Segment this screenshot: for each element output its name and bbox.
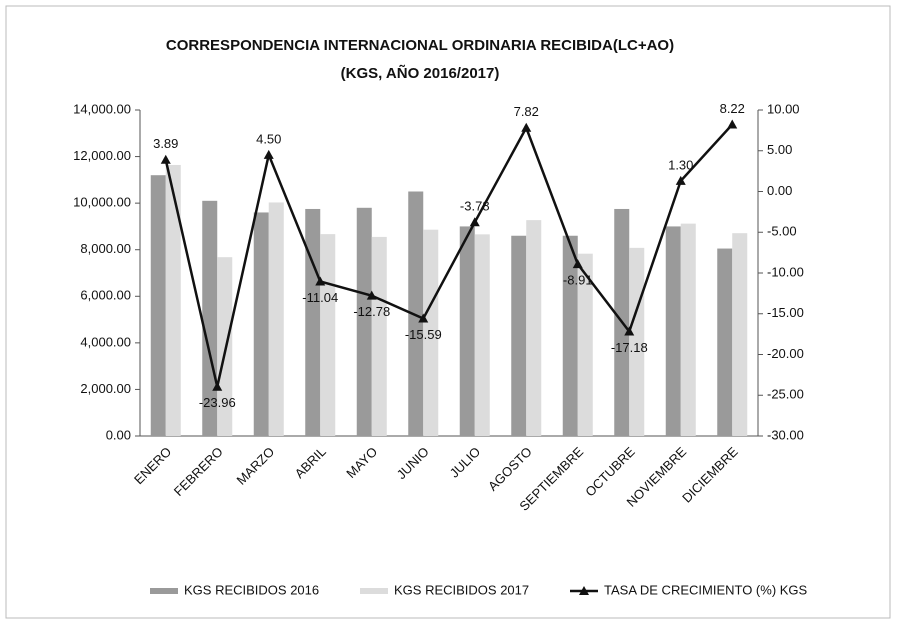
line-marker bbox=[521, 122, 532, 132]
bar bbox=[217, 257, 233, 436]
y2-tick-label: -15.00 bbox=[767, 305, 804, 320]
bar bbox=[423, 229, 439, 436]
y2-tick-label: 0.00 bbox=[767, 183, 792, 198]
data-label: -8.91 bbox=[563, 273, 593, 288]
bar bbox=[732, 233, 748, 436]
data-label: -17.18 bbox=[611, 340, 648, 355]
line-marker bbox=[624, 326, 635, 336]
line-marker bbox=[263, 149, 274, 159]
y2-tick-label: 10.00 bbox=[767, 101, 800, 116]
y2-tick-label: -20.00 bbox=[767, 346, 804, 361]
y-tick-label: 0.00 bbox=[106, 427, 131, 442]
data-label: -23.96 bbox=[199, 395, 236, 410]
y-tick-label: 8,000.00 bbox=[80, 241, 131, 256]
data-label: -12.78 bbox=[353, 304, 390, 319]
data-label: 8.22 bbox=[720, 101, 745, 116]
bar bbox=[165, 164, 181, 436]
bar bbox=[474, 234, 490, 436]
line-marker bbox=[366, 290, 377, 300]
line-marker bbox=[727, 119, 738, 129]
y2-tick-label: 5.00 bbox=[767, 142, 792, 157]
data-label: -15.59 bbox=[405, 327, 442, 342]
bar bbox=[150, 175, 166, 436]
bar bbox=[305, 208, 321, 436]
data-label: -3.78 bbox=[460, 199, 490, 214]
data-label: 1.30 bbox=[668, 157, 693, 172]
bar bbox=[577, 253, 593, 436]
y-tick-label: 6,000.00 bbox=[80, 288, 131, 303]
y-tick-label: 14,000.00 bbox=[73, 101, 131, 116]
line-marker bbox=[469, 217, 480, 227]
chart-title: CORRESPONDENCIA INTERNACIONAL ORDINARIA … bbox=[166, 37, 674, 54]
chart-subtitle: (KGS, AÑO 2016/2017) bbox=[341, 64, 500, 82]
y2-tick-label: -10.00 bbox=[767, 264, 804, 279]
y-tick-label: 4,000.00 bbox=[80, 334, 131, 349]
data-label: 4.50 bbox=[256, 131, 281, 146]
line-marker bbox=[675, 175, 686, 185]
legend-label: TASA DE CRECIMIENTO (%) KGS bbox=[604, 582, 808, 597]
bar bbox=[511, 235, 527, 436]
line-marker bbox=[212, 381, 223, 391]
bar bbox=[562, 235, 578, 436]
data-label: 7.82 bbox=[514, 104, 539, 119]
bar bbox=[356, 207, 372, 436]
bar bbox=[371, 236, 387, 436]
bar bbox=[526, 220, 542, 436]
bar bbox=[268, 202, 284, 436]
legend-label: KGS RECIBIDOS 2017 bbox=[394, 582, 529, 597]
y-tick-label: 12,000.00 bbox=[73, 148, 131, 163]
bar bbox=[408, 191, 424, 436]
line-marker bbox=[160, 154, 171, 164]
line-marker bbox=[418, 313, 429, 323]
data-label: -11.04 bbox=[302, 290, 338, 305]
line-marker bbox=[315, 276, 326, 286]
bar bbox=[202, 200, 218, 436]
y2-tick-label: -30.00 bbox=[767, 427, 804, 442]
y2-tick-label: -25.00 bbox=[767, 387, 804, 402]
bar bbox=[717, 248, 733, 436]
y-tick-label: 10,000.00 bbox=[73, 195, 131, 210]
bar bbox=[665, 226, 681, 436]
bar bbox=[459, 226, 475, 436]
y2-tick-label: -5.00 bbox=[767, 224, 797, 239]
line-marker bbox=[572, 259, 583, 269]
bar bbox=[680, 223, 696, 436]
legend-label: KGS RECIBIDOS 2016 bbox=[184, 582, 319, 597]
y-tick-label: 2,000.00 bbox=[80, 381, 131, 396]
frame bbox=[5, 5, 891, 619]
data-label: 3.89 bbox=[153, 136, 178, 151]
bar bbox=[320, 234, 336, 436]
line bbox=[164, 123, 734, 388]
bar bbox=[253, 212, 269, 436]
legend-marker bbox=[579, 586, 589, 595]
